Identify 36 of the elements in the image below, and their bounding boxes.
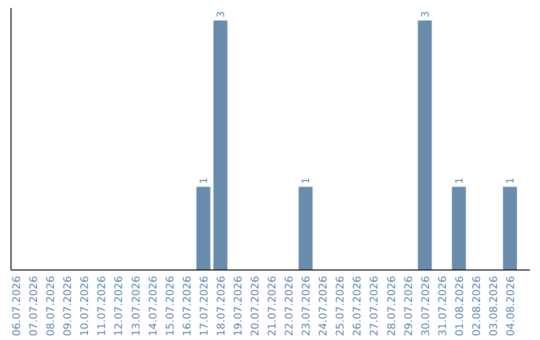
- x-tick-label: 21.07.2026: [266, 276, 279, 336]
- x-tick-label: 19.07.2026: [232, 276, 244, 336]
- x-tick-label: 28.07.2026: [386, 276, 398, 336]
- x-tick-label: 13.07.2026: [130, 276, 142, 336]
- x-tick-label: 12.07.2026: [113, 276, 126, 336]
- x-tick-label: 02.08.2026: [470, 276, 483, 336]
- x-tick-label: 29.07.2026: [402, 276, 415, 336]
- x-tick-label: 15.07.2026: [164, 276, 176, 336]
- x-tick-label: 14.07.2026: [147, 276, 160, 336]
- data-label: 1: [301, 177, 312, 184]
- x-tick-label: 11.07.2026: [96, 276, 108, 336]
- x-tick-label: 22.07.2026: [284, 276, 296, 336]
- data-label: 3: [216, 11, 227, 18]
- x-tick-label: 09.07.2026: [62, 276, 74, 336]
- x-tick-label: 03.08.2026: [488, 276, 500, 336]
- x-tick-label: 23.07.2026: [300, 276, 313, 336]
- x-tick-label: 31.07.2026: [436, 276, 449, 336]
- x-tick-label: 27.07.2026: [368, 276, 381, 336]
- x-tick-label: 06.07.2026: [11, 276, 24, 336]
- data-label: 1: [454, 177, 466, 184]
- data-label: 3: [420, 11, 432, 18]
- x-tick-label: 01.08.2026: [454, 276, 466, 336]
- data-label: 1: [505, 177, 516, 184]
- x-tick-label: 24.07.2026: [318, 276, 330, 336]
- x-tick-label: 17.07.2026: [198, 276, 210, 336]
- data-label: 1: [198, 177, 210, 184]
- x-tick-label: 16.07.2026: [181, 276, 194, 336]
- x-tick-label: 30.07.2026: [420, 276, 432, 336]
- x-tick-label: 18.07.2026: [215, 276, 228, 336]
- x-tick-label: 07.07.2026: [28, 276, 40, 336]
- x-tick-label: 04.08.2026: [504, 276, 517, 336]
- x-tick-label: 25.07.2026: [334, 276, 347, 336]
- x-tick-label: 26.07.2026: [352, 276, 364, 336]
- x-tick-label: 20.07.2026: [249, 276, 262, 336]
- x-tick-label: 08.07.2026: [45, 276, 58, 336]
- x-tick-label: 10.07.2026: [79, 276, 92, 336]
